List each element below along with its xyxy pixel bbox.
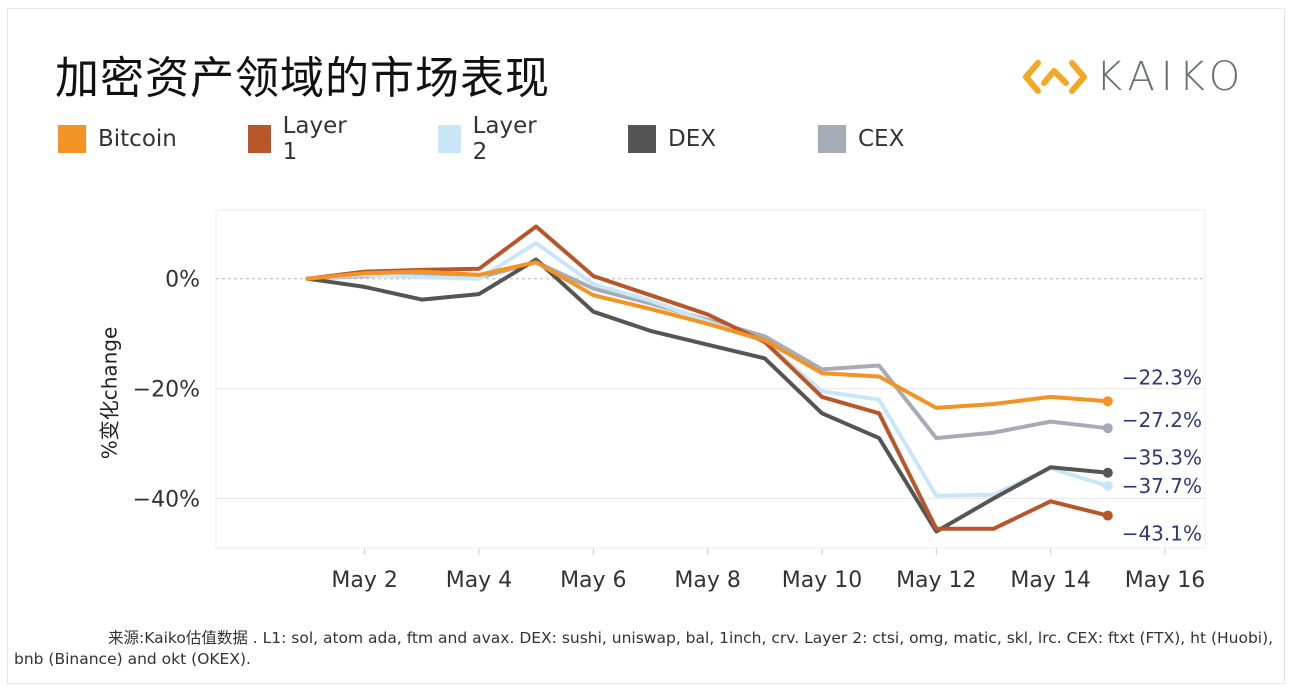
x-tick-label: May 2 [331,568,397,593]
end-value-label: −43.1% [1122,522,1202,546]
footnote-source: 来源:Kaiko估值数据 [108,629,248,647]
end-value-label: −35.3% [1122,446,1202,470]
kaiko-logo-icon [1023,60,1087,94]
x-tick-label: May 6 [560,568,626,593]
legend-swatch-layer-2 [438,125,461,153]
x-tick-label: May 12 [896,568,976,593]
x-tick-label: May 8 [674,568,740,593]
chart-frame [7,8,1285,684]
y-tick-label: −40% [133,488,200,513]
end-value-label: −22.3% [1122,365,1202,389]
legend-item-bitcoin: Bitcoin [58,122,177,156]
end-value-label: −37.7% [1122,474,1202,498]
y-tick-label: −20% [133,378,200,403]
legend-swatch-cex [818,125,846,153]
end-marker-dex [1102,467,1113,478]
footnote-text: . L1: sol, atom ada, ftm and avax. DEX: … [14,629,1274,668]
legend-label-cex: CEX [858,126,905,152]
x-tick-label: May 16 [1125,568,1205,593]
x-tick-label: May 14 [1010,568,1090,593]
chart-title: 加密资产领域的市场表现 [55,53,550,104]
series-line-cex [305,260,1110,441]
legend-swatch-layer-1 [248,125,271,153]
logo-text: KAIKO [1096,54,1247,100]
legend-label-bitcoin: Bitcoin [98,126,177,152]
footnote: 来源:Kaiko估值数据 . L1: sol, atom ada, ftm an… [14,628,1274,670]
series-line-layer-2 [305,241,1110,498]
series-line-bitcoin [305,260,1110,410]
end-marker-cex [1102,423,1113,434]
series-line-layer-1 [305,224,1110,531]
plot-area [215,209,1206,549]
end-marker-layer-2 [1102,480,1113,491]
end-marker-layer-1 [1102,510,1113,521]
end-value-label: −27.2% [1122,408,1202,432]
series-line-dex [305,257,1110,534]
legend-item-layer-2: Layer 2 [438,113,542,165]
y-tick-label: 0% [165,268,200,293]
end-marker-bitcoin [1102,396,1113,407]
legend-item-dex: DEX [628,122,716,156]
legend-swatch-dex [628,125,656,153]
legend-item-layer-1: Layer 1 [248,113,352,165]
y-axis-label: %变化change [97,326,122,460]
legend-item-cex: CEX [818,122,904,156]
kaiko-logo: KAIKO [1022,52,1246,102]
x-tick-label: May 4 [446,568,512,593]
legend-label-dex: DEX [668,126,716,152]
x-tick-label: May 10 [782,568,862,593]
legend-swatch-bitcoin [58,125,86,153]
legend-label-layer-1: Layer 1 [282,113,347,165]
legend-label-layer-2: Layer 2 [472,113,537,165]
